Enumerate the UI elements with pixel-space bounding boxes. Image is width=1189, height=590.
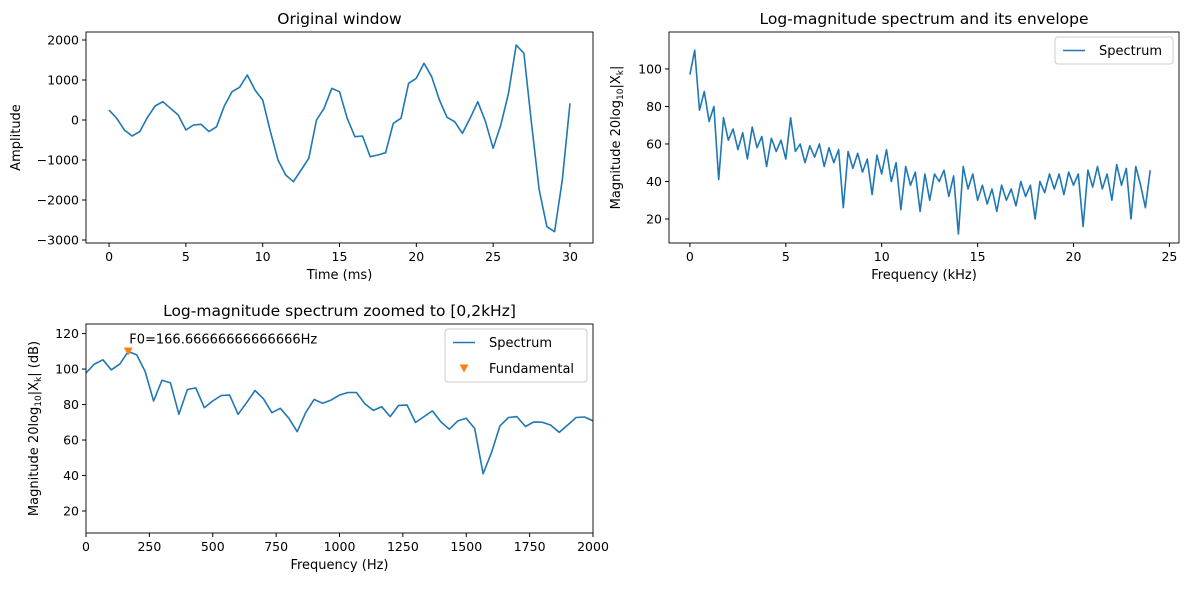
legend-box <box>1054 36 1174 65</box>
x-axis-label: Frequency (Hz) <box>290 558 388 573</box>
x-tick-label: 500 <box>201 539 225 554</box>
y-axis-label-part: k <box>34 376 44 382</box>
x-tick-label: 20 <box>1066 249 1082 264</box>
x-tick-label: 750 <box>264 539 288 554</box>
y-tick-label: 20 <box>63 504 79 519</box>
fundamental-marker <box>123 347 133 356</box>
x-tick-label: 5 <box>182 249 190 264</box>
y-axis-label-part: |X <box>27 382 42 395</box>
y-axis-label-part: 10 <box>34 395 44 407</box>
subplot-original-window: 0 5 10 15 20 25 30 −3000 −2000 −1000 0 1000 2000 Orig… <box>9 10 594 283</box>
y-axis-label-part: Magnitude 20log <box>609 100 624 209</box>
legend-box <box>444 328 588 383</box>
x-tick-label: 250 <box>137 539 161 554</box>
x-tick-label: 0 <box>105 249 113 264</box>
x-tick-label: 0 <box>82 539 90 554</box>
x-tick-label: 1000 <box>324 539 356 554</box>
x-tick-label: 10 <box>874 249 890 264</box>
y-tick-label: 100 <box>638 61 662 76</box>
subplot-log-magnitude-spectrum: 0 5 10 15 20 25 20 40 60 80 100 Log-magnitude spect… <box>609 10 1180 283</box>
x-tick-label: 1500 <box>450 539 482 554</box>
y-tick-label: 20 <box>646 211 662 226</box>
y-tick-label: 80 <box>646 99 662 114</box>
series-line <box>85 350 594 475</box>
y-tick-label: −1000 <box>37 153 79 168</box>
x-tick-label: 10 <box>255 249 271 264</box>
y-tick-label: 40 <box>646 174 662 189</box>
y-axis-label: Magnitude 20log10|Xk| (dB) <box>27 341 44 516</box>
y-tick-label: 60 <box>63 433 79 448</box>
legend-label: Spectrum <box>1099 44 1162 59</box>
series-line <box>689 49 1151 235</box>
y-axis-label-part: Magnitude 20log <box>27 407 42 516</box>
y-tick-label: −2000 <box>37 193 79 208</box>
y-axis-label-part: 10 <box>616 88 626 100</box>
y-tick-label: 1000 <box>47 73 79 88</box>
x-tick-label: 1750 <box>514 539 546 554</box>
x-tick-label: 2000 <box>577 539 609 554</box>
y-tick-label: 0 <box>71 113 79 128</box>
y-axis-label-part: |X <box>609 75 624 88</box>
y-axis-label: Magnitude 20log10|Xk| <box>609 66 626 210</box>
y-tick-label: 60 <box>646 136 662 151</box>
series-line <box>108 44 571 233</box>
y-tick-label: 100 <box>55 362 79 377</box>
x-axis-label: Frequency (kHz) <box>871 268 977 283</box>
y-tick-label: −3000 <box>37 233 79 248</box>
fundamental-annotation: F0=166.66666666666666Hz <box>129 333 317 348</box>
x-tick-label: 25 <box>1161 249 1177 264</box>
chart-title: Log-magnitude spectrum zoomed to [0,2kHz… <box>163 302 516 320</box>
y-tick-label: 80 <box>63 397 79 412</box>
y-axis-label-part: k <box>616 69 626 75</box>
y-axis-label-part: | (dB) <box>27 341 42 377</box>
y-tick-label: 2000 <box>47 33 79 48</box>
y-tick-label: 120 <box>55 326 79 341</box>
chart-title: Log-magnitude spectrum and its envelope <box>759 10 1088 28</box>
y-axis-label: Amplitude <box>9 104 24 171</box>
x-tick-label: 20 <box>408 249 424 264</box>
x-tick-label: 15 <box>970 249 986 264</box>
subplot-zoomed-spectrum: 0 250 500 750 1000 1250 1500 1750 2000 20 40 60 80 10… <box>27 302 609 573</box>
legend-label: Fundamental <box>489 362 574 377</box>
legend-label: Spectrum <box>489 336 552 351</box>
x-axis-label: Time (ms) <box>306 268 373 283</box>
axes-frame <box>668 31 1180 244</box>
chart-title: Original window <box>277 10 402 28</box>
x-tick-label: 25 <box>485 249 501 264</box>
x-tick-label: 0 <box>686 249 694 264</box>
y-axis-label-part: | <box>609 66 624 70</box>
x-tick-label: 1250 <box>387 539 419 554</box>
x-tick-label: 15 <box>332 249 348 264</box>
x-tick-label: 5 <box>782 249 790 264</box>
legend-marker-icon <box>459 364 469 373</box>
y-tick-label: 40 <box>63 468 79 483</box>
x-tick-label: 30 <box>562 249 578 264</box>
